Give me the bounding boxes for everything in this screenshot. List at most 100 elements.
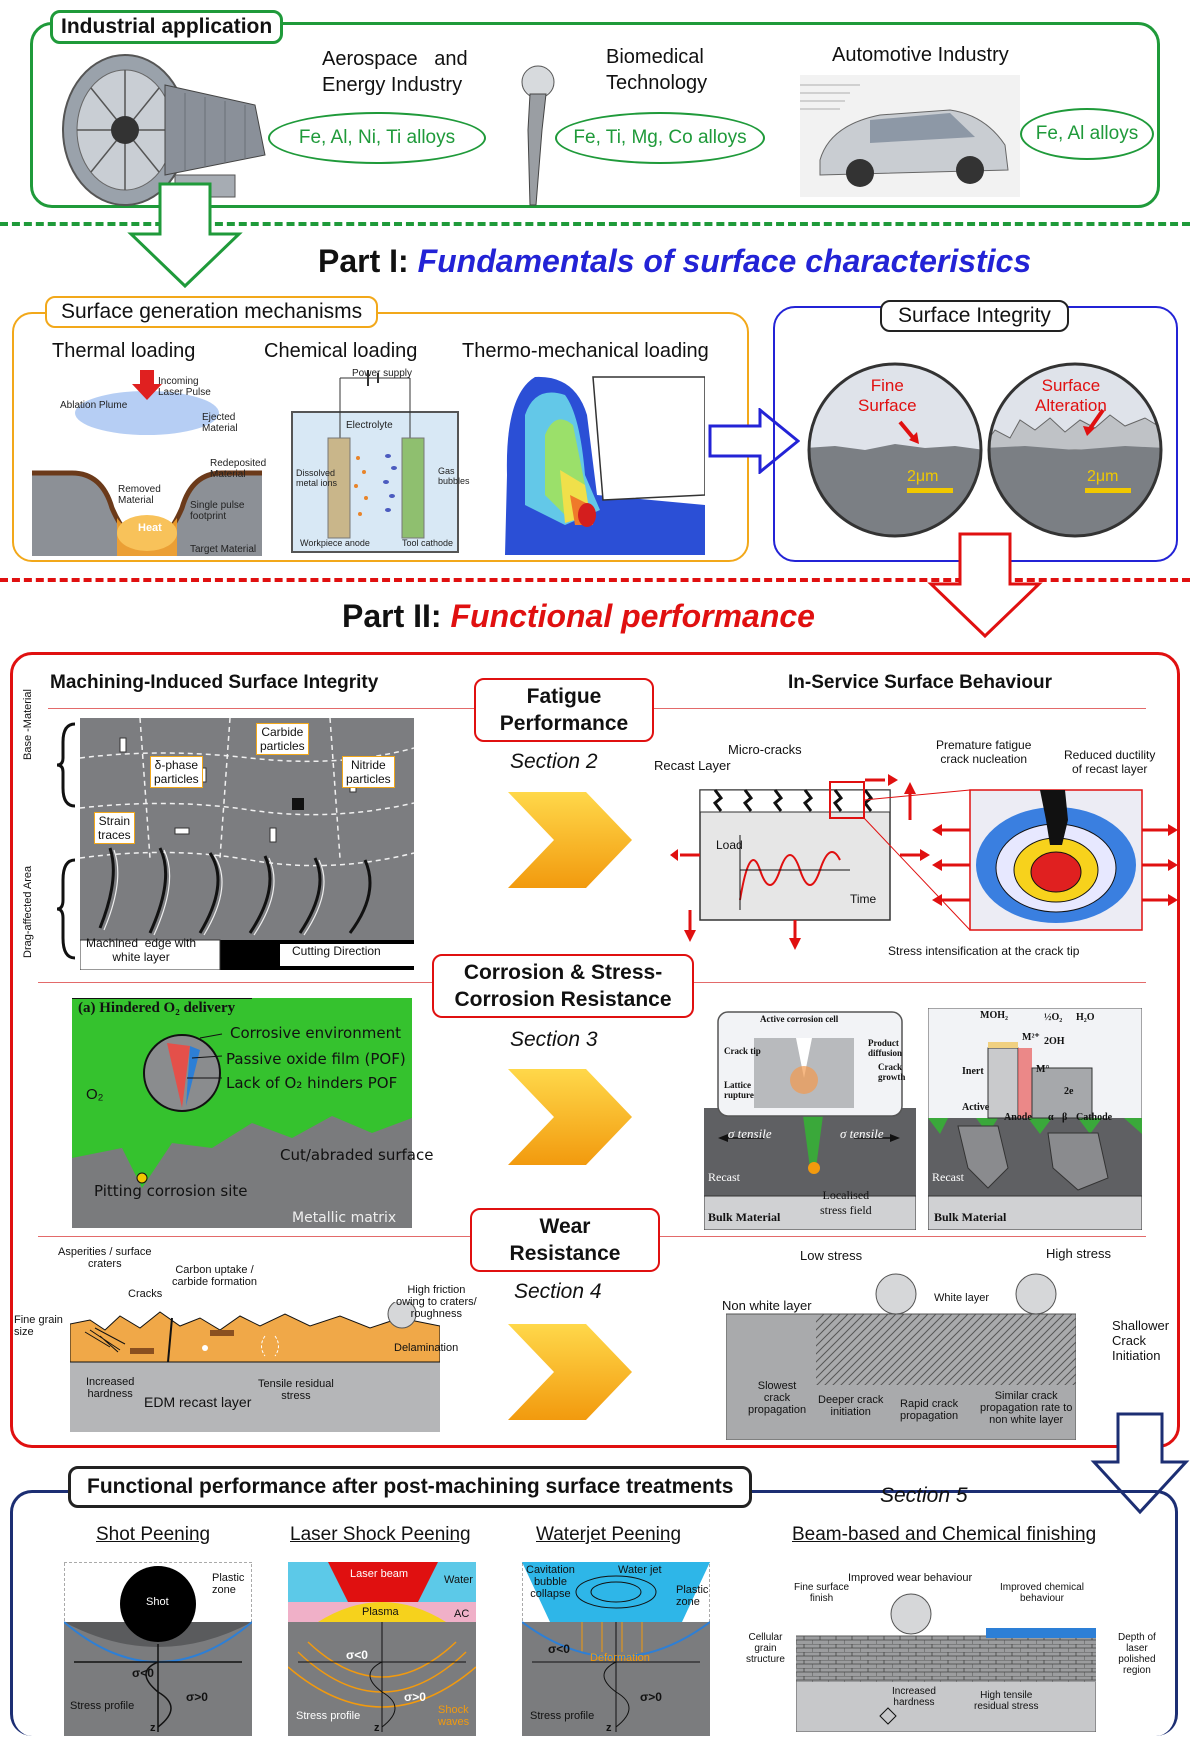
- fatigue-label-0: Micro-cracks: [728, 742, 802, 757]
- thermal-label-5: Single pulse footprint: [190, 500, 245, 522]
- turbine-engine-image: [62, 54, 266, 206]
- wear-right-label-2: Non white layer: [722, 1298, 812, 1313]
- laser-label-6: Stress profile: [296, 1710, 361, 1722]
- scale-bar-2: 2μm: [1087, 468, 1119, 485]
- car-image: [800, 75, 1020, 197]
- wear-left-label-0: Asperities / surface craters: [58, 1246, 152, 1270]
- green-separator: [0, 222, 1190, 226]
- wear-right-label-0: Low stress: [800, 1248, 863, 1263]
- electrochemical-cell-diagram: [291, 370, 459, 553]
- laser-label-3: AC: [454, 1608, 470, 1620]
- shot-label-4: Stress profile: [70, 1700, 135, 1712]
- fatigue-label-2: Load: [716, 838, 743, 852]
- micro-label-7: Cutting Direction: [292, 944, 381, 958]
- corr-right-label-19: Anode: [1004, 1112, 1032, 1123]
- thermal-loading-label: Thermal loading: [52, 340, 196, 362]
- wear-right-label-6: Deeper crack initiation: [818, 1394, 884, 1418]
- wear-left-label-8: Tensile residual stress: [258, 1378, 334, 1402]
- shot-peening-title: Shot Peening: [96, 1524, 211, 1545]
- corr-right-label-3: Crack growth: [878, 1062, 906, 1082]
- automotive-label: Automotive Industry: [832, 44, 1009, 66]
- fatigue-tag: Fatigue Performance: [474, 678, 654, 742]
- galvanic-corrosion-diagram: [928, 1008, 1142, 1230]
- micro-label-1: δ-phase particles: [150, 756, 203, 788]
- part2-title: Functional performance: [450, 598, 815, 634]
- water-label-0: Cavitation bubble collapse: [526, 1564, 575, 1600]
- corr-right-label-24: Bulk Material: [934, 1210, 1007, 1224]
- fatigue-label-3: Time: [850, 892, 877, 906]
- micro-label-5: Drag-affected Area: [22, 865, 34, 958]
- thermal-label-2: Ejected Material: [202, 412, 238, 434]
- wear-left-label-6: Increased hardness: [86, 1376, 135, 1400]
- part2-heading: Part II: Functional performance: [342, 598, 815, 635]
- corr-label-5: Cut/abraded surface: [280, 1146, 434, 1164]
- fatigue-label-4: Premature fatigue crack nucleation: [936, 738, 1032, 766]
- shot-label-0: Shot: [146, 1596, 169, 1608]
- down-arrow-green-icon: [127, 182, 243, 289]
- beam-label-6: High tensile residual stress: [974, 1690, 1039, 1712]
- beam-label-3: Cellular grain structure: [746, 1632, 785, 1665]
- sgm-title: Surface generation mechanisms: [45, 296, 379, 328]
- fatigue-label-1: Recast Layer: [654, 758, 731, 773]
- post-title: Functional performance after post-machin…: [68, 1466, 753, 1508]
- thermal-label-6: Heat: [138, 522, 162, 534]
- laser-label-8: z: [374, 1722, 380, 1734]
- chem-label-4: Workpiece anode: [300, 538, 370, 548]
- corr-right-label-11: ½O₂: [1044, 1012, 1063, 1023]
- beam-finishing-title: Beam-based and Chemical finishing: [792, 1524, 1097, 1545]
- chemical-loading-label: Chemical loading: [264, 340, 418, 362]
- right-arrow-icon: [708, 408, 800, 474]
- corr-right-label-7: Recast: [708, 1170, 740, 1184]
- fine-surface-sem: [807, 362, 983, 538]
- corr-right-label-14: 2OH: [1044, 1036, 1065, 1047]
- thermal-label-1: Ablation Plume: [60, 400, 128, 411]
- part2-panel: [10, 652, 1180, 1448]
- corr-label-7: Metallic matrix: [292, 1210, 397, 1226]
- automotive-alloys: Fe, Al alloys: [1020, 108, 1154, 160]
- corr-right-label-17: 2e: [1064, 1086, 1074, 1097]
- part1-heading: Part I: Fundamentals of surface characte…: [318, 243, 1031, 280]
- wear-left-label-3: High friction owing to craters/ roughnes…: [396, 1284, 477, 1320]
- corr-right-label-8: Localised stress field: [820, 1188, 872, 1217]
- chem-label-0: Power supply: [352, 368, 413, 379]
- corr-right-label-23: Recast: [932, 1170, 964, 1184]
- hip-implant-image: [521, 65, 555, 206]
- wear-right-label-5: Slowest crack propagation: [748, 1380, 807, 1416]
- corr-right-label-6: σ tensile: [840, 1126, 884, 1141]
- laser-label-4: σ<0: [346, 1648, 368, 1662]
- laser-ablation-diagram: [32, 370, 262, 556]
- fem-chip-formation-diagram: [505, 376, 705, 555]
- beam-label-1: Fine surface finish: [794, 1582, 850, 1604]
- base-material-brace: [56, 722, 76, 808]
- fatigue-label-6: Stress intensification at the crack tip: [888, 944, 1080, 958]
- thermal-label-3: Redeposited Material: [210, 458, 267, 480]
- waterjet-peening-title: Waterjet Peening: [536, 1524, 682, 1545]
- beam-finishing-diagram: [796, 1593, 1096, 1732]
- corr-right-label-2: Product diffusion: [868, 1038, 903, 1058]
- section-3-label: Section 3: [510, 1028, 598, 1051]
- stress-corrosion-crack-diagram: [704, 1011, 916, 1230]
- si-title: Surface Integrity: [880, 300, 1069, 332]
- part2-prefix: Part II:: [342, 598, 451, 634]
- thermal-label-7: Target Material: [190, 544, 257, 555]
- red-separator: [0, 578, 1190, 582]
- wear-tag: Wear Resistance: [470, 1208, 660, 1272]
- corr-right-label-5: σ tensile: [728, 1126, 772, 1141]
- beam-label-0: Improved wear behaviour: [848, 1572, 973, 1584]
- shot-peening-diagram: [64, 1562, 252, 1736]
- wear-left-label-2: Cracks: [128, 1288, 163, 1300]
- scale-bar-1: 2μm: [907, 468, 939, 485]
- chevron-arrow-2-icon: [508, 1069, 632, 1165]
- surface-alteration-sem: [987, 362, 1163, 538]
- beam-label-4: Depth of laser polished region: [1118, 1632, 1156, 1676]
- water-label-5: σ>0: [640, 1690, 662, 1704]
- wear-right-label-8: Similar crack propagation rate to non wh…: [980, 1390, 1073, 1426]
- waterjet-peening-diagram: [522, 1562, 710, 1736]
- biomedical-alloys: Fe, Ti, Mg, Co alloys: [555, 112, 765, 164]
- corr-right-label-1: Crack tip: [724, 1046, 761, 1056]
- chevron-arrow-1-icon: [508, 792, 632, 888]
- water-label-7: z: [606, 1722, 612, 1734]
- section-5-label: Section 5: [880, 1484, 968, 1507]
- part1-title: Fundamentals of surface characteristics: [417, 243, 1032, 279]
- corr-label-3: Lack of O₂ hinders POF: [226, 1074, 398, 1092]
